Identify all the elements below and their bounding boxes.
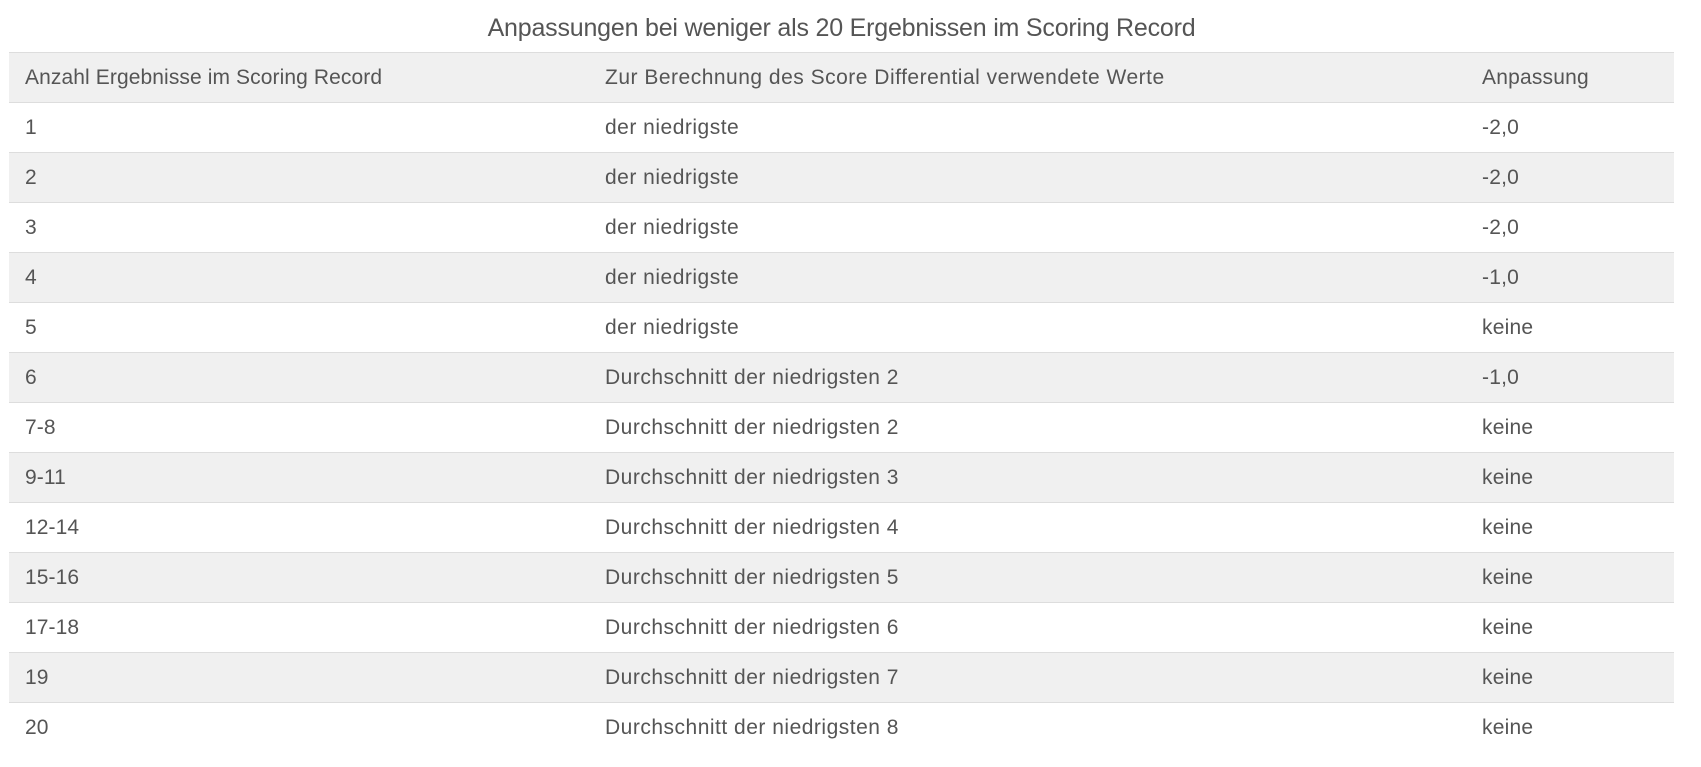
table-row: 4 der niedrigste -1,0 <box>9 252 1674 303</box>
table-row: 15-16 Durchschnitt der niedrigsten 5 keine <box>9 552 1674 603</box>
table-row: 7-8 Durchschnitt der niedrigsten 2 keine <box>9 402 1674 453</box>
column-header-count: Anzahl Ergebnisse im Scoring Record <box>9 52 589 103</box>
table-row: 9-11 Durchschnitt der niedrigsten 3 keine <box>9 452 1674 503</box>
values-used-cell: Durchschnitt der niedrigsten 5 <box>589 552 1466 603</box>
adjustment-cell: -2,0 <box>1466 152 1674 203</box>
table-row: 20 Durchschnitt der niedrigsten 8 keine <box>9 702 1674 753</box>
count-cell: 2 <box>9 152 589 203</box>
table-header-row: Anzahl Ergebnisse im Scoring Record Zur … <box>9 52 1674 103</box>
table-header: Anzahl Ergebnisse im Scoring Record Zur … <box>9 52 1674 103</box>
count-cell: 20 <box>9 702 589 753</box>
count-cell: 3 <box>9 202 589 253</box>
table-row: 5 der niedrigste keine <box>9 302 1674 353</box>
table-row: 2 der niedrigste -2,0 <box>9 152 1674 203</box>
column-header-values-used: Zur Berechnung des Score Differential ve… <box>589 52 1466 103</box>
adjustment-cell: -1,0 <box>1466 352 1674 403</box>
adjustment-cell: -2,0 <box>1466 202 1674 253</box>
column-header-adjustment: Anpassung <box>1466 52 1674 103</box>
table-body: 1 der niedrigste -2,0 2 der niedrigste -2,0 3 d… <box>9 102 1674 753</box>
adjustment-cell: keine <box>1466 502 1674 553</box>
adjustment-cell: keine <box>1466 452 1674 503</box>
count-cell: 12-14 <box>9 502 589 553</box>
values-used-cell: Durchschnitt der niedrigsten 6 <box>589 602 1466 653</box>
adjustment-cell: keine <box>1466 702 1674 753</box>
count-cell: 5 <box>9 302 589 353</box>
table-row: 6 Durchschnitt der niedrigsten 2 -1,0 <box>9 352 1674 403</box>
table-row: 17-18 Durchschnitt der niedrigsten 6 keine <box>9 602 1674 653</box>
count-cell: 9-11 <box>9 452 589 503</box>
count-cell: 1 <box>9 102 589 153</box>
page-title: Anpassungen bei weniger als 20 Ergebniss… <box>487 13 1196 42</box>
count-cell: 17-18 <box>9 602 589 653</box>
table-row: 3 der niedrigste -2,0 <box>9 202 1674 253</box>
adjustment-cell: keine <box>1466 602 1674 653</box>
adjustment-cell: -2,0 <box>1466 102 1674 153</box>
values-used-cell: der niedrigste <box>589 102 1466 153</box>
adjustment-cell: keine <box>1466 652 1674 703</box>
adjustment-cell: keine <box>1466 302 1674 353</box>
count-cell: 4 <box>9 252 589 303</box>
count-cell: 19 <box>9 652 589 703</box>
adjustment-cell: keine <box>1466 402 1674 453</box>
table-row: 12-14 Durchschnitt der niedrigsten 4 keine <box>9 502 1674 553</box>
values-used-cell: Durchschnitt der niedrigsten 8 <box>589 702 1466 753</box>
values-used-cell: der niedrigste <box>589 202 1466 253</box>
values-used-cell: der niedrigste <box>589 152 1466 203</box>
table-row: 1 der niedrigste -2,0 <box>9 102 1674 153</box>
content-area: Anpassungen bei weniger als 20 Ergebniss… <box>9 0 1674 753</box>
values-used-cell: Durchschnitt der niedrigsten 4 <box>589 502 1466 553</box>
values-used-cell: Durchschnitt der niedrigsten 3 <box>589 452 1466 503</box>
adjustment-cell: keine <box>1466 552 1674 603</box>
values-used-cell: der niedrigste <box>589 252 1466 303</box>
values-used-cell: Durchschnitt der niedrigsten 2 <box>589 352 1466 403</box>
adjustment-cell: -1,0 <box>1466 252 1674 303</box>
values-used-cell: der niedrigste <box>589 302 1466 353</box>
table-row: 19 Durchschnitt der niedrigsten 7 keine <box>9 652 1674 703</box>
count-cell: 6 <box>9 352 589 403</box>
scoring-record-adjustments-table: Anzahl Ergebnisse im Scoring Record Zur … <box>9 52 1674 753</box>
count-cell: 7-8 <box>9 402 589 453</box>
values-used-cell: Durchschnitt der niedrigsten 2 <box>589 402 1466 453</box>
values-used-cell: Durchschnitt der niedrigsten 7 <box>589 652 1466 703</box>
count-cell: 15-16 <box>9 552 589 603</box>
